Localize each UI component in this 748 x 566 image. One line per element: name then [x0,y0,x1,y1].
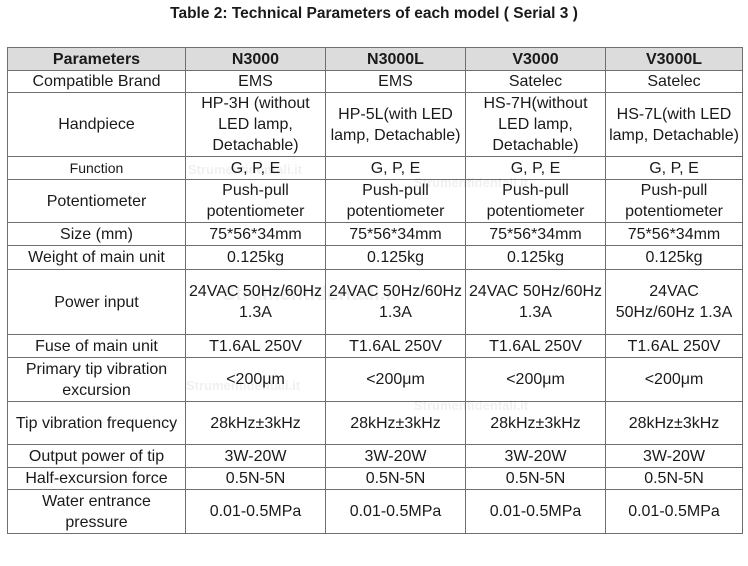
column-header-v3000l: V3000L [605,47,743,71]
cell-n3000: HP-3H (without LED lamp, Detachable) [185,92,326,157]
cell-v3000: Push-pull potentiometer [465,179,606,223]
cell-v3000l: T1.6AL 250V [605,334,743,358]
parameter-label: Tip vibration frequency [7,401,186,445]
cell-n3000l: <200μm [325,357,466,402]
cell-v3000l: Satelec [605,70,743,93]
table-row-output-power: Output power of tip 3W-20W 3W-20W 3W-20W 3W-… [7,444,743,468]
technical-parameters-table: Parameters N3000 N3000L V3000 V3000L Com… [7,47,743,534]
table-row-water-pressure: Water entrance pressure 0.01-0.5MPa 0.01-0… [7,489,743,534]
cell-v3000l: <200μm [605,357,743,402]
cell-n3000l: EMS [325,70,466,93]
cell-n3000l: G, P, E [325,156,466,180]
table-row-size: Size (mm) 75*56*34mm 75*56*34mm 75*56*34mm 7… [7,222,743,246]
parameter-label: Water entrance pressure [7,489,186,534]
cell-v3000l: 75*56*34mm [605,222,743,246]
cell-v3000l: 0.01-0.5MPa [605,489,743,534]
parameter-label: Compatible Brand [7,70,186,93]
parameter-label: Power input [7,269,186,335]
cell-v3000: 75*56*34mm [465,222,606,246]
parameter-label: Potentiometer [7,179,186,223]
cell-v3000: 24VAC 50Hz/60Hz 1.3A [465,269,606,335]
cell-v3000: Satelec [465,70,606,93]
cell-n3000l: 0.125kg [325,245,466,270]
column-header-parameters: Parameters [7,47,186,71]
parameter-label: Size (mm) [7,222,186,246]
column-header-v3000: V3000 [465,47,606,71]
cell-n3000: 0.01-0.5MPa [185,489,326,534]
cell-v3000l: Push-pull potentiometer [605,179,743,223]
cell-n3000: T1.6AL 250V [185,334,326,358]
cell-v3000: 0.5N-5N [465,467,606,490]
cell-n3000l: 0.5N-5N [325,467,466,490]
cell-n3000: G, P, E [185,156,326,180]
table-row-compatible-brand: Compatible Brand EMS EMS Satelec Satelec [7,70,743,93]
table-row-potentiometer: Potentiometer Push-pull potentiometer Push… [7,179,743,223]
cell-v3000l: HS-7L(with LED lamp, Detachable) [605,92,743,157]
parameter-label: Function [7,156,186,180]
parameter-label: Handpiece [7,92,186,157]
cell-n3000: 3W-20W [185,444,326,468]
cell-v3000l: 3W-20W [605,444,743,468]
cell-n3000: <200μm [185,357,326,402]
cell-v3000: HS-7H(without LED lamp, Detachable) [465,92,606,157]
parameter-label: Output power of tip [7,444,186,468]
cell-v3000: T1.6AL 250V [465,334,606,358]
table-title: Table 2: Technical Parameters of each mo… [170,5,578,22]
parameter-label: Fuse of main unit [7,334,186,358]
column-header-n3000: N3000 [185,47,326,71]
cell-n3000l: 75*56*34mm [325,222,466,246]
table-row-power-input: Power input 24VAC 50Hz/60Hz 1.3A 24VAC 50H… [7,269,743,335]
cell-n3000l: 28kHz±3kHz [325,401,466,445]
cell-v3000: 0.01-0.5MPa [465,489,606,534]
cell-n3000: 0.125kg [185,245,326,270]
cell-v3000: <200μm [465,357,606,402]
parameter-label: Half-excursion force [7,467,186,490]
cell-n3000l: 24VAC 50Hz/60Hz 1.3A [325,269,466,335]
cell-v3000: 0.125kg [465,245,606,270]
cell-n3000: Push-pull potentiometer [185,179,326,223]
cell-n3000: 24VAC 50Hz/60Hz 1.3A [185,269,326,335]
table-row-handpiece: Handpiece HP-3H (without LED lamp, Detach… [7,92,743,157]
cell-v3000: 28kHz±3kHz [465,401,606,445]
cell-n3000l: HP-5L(with LED lamp, Detachable) [325,92,466,157]
column-header-n3000l: N3000L [325,47,466,71]
table-row-half-excursion-force: Half-excursion force 0.5N-5N 0.5N-5N 0.5N-5… [7,467,743,490]
cell-n3000: 75*56*34mm [185,222,326,246]
cell-n3000: 28kHz±3kHz [185,401,326,445]
parameter-label: Primary tip vibration excursion [7,357,186,402]
cell-v3000l: 0.125kg [605,245,743,270]
cell-n3000l: T1.6AL 250V [325,334,466,358]
cell-v3000l: 28kHz±3kHz [605,401,743,445]
parameter-label: Weight of main unit [7,245,186,270]
cell-n3000l: 0.01-0.5MPa [325,489,466,534]
table-row-fuse: Fuse of main unit T1.6AL 250V T1.6AL 250V T… [7,334,743,358]
table-row-tip-frequency: Tip vibration frequency 28kHz±3kHz 28kHz±3… [7,401,743,445]
table-row-primary-tip-excursion: Primary tip vibration excursion <200μm <20… [7,357,743,402]
cell-v3000l: 0.5N-5N [605,467,743,490]
table-row-function: Function G, P, E G, P, E G, P, E G, P, E [7,156,743,180]
cell-v3000l: G, P, E [605,156,743,180]
cell-n3000: 0.5N-5N [185,467,326,490]
cell-v3000: G, P, E [465,156,606,180]
cell-n3000: EMS [185,70,326,93]
cell-v3000l: 24VAC 50Hz/60Hz 1.3A [605,269,743,335]
cell-n3000l: Push-pull potentiometer [325,179,466,223]
table-row-weight: Weight of main unit 0.125kg 0.125kg 0.125kg… [7,245,743,270]
cell-n3000l: 3W-20W [325,444,466,468]
cell-v3000: 3W-20W [465,444,606,468]
header-row: Parameters N3000 N3000L V3000 V3000L [7,47,743,71]
